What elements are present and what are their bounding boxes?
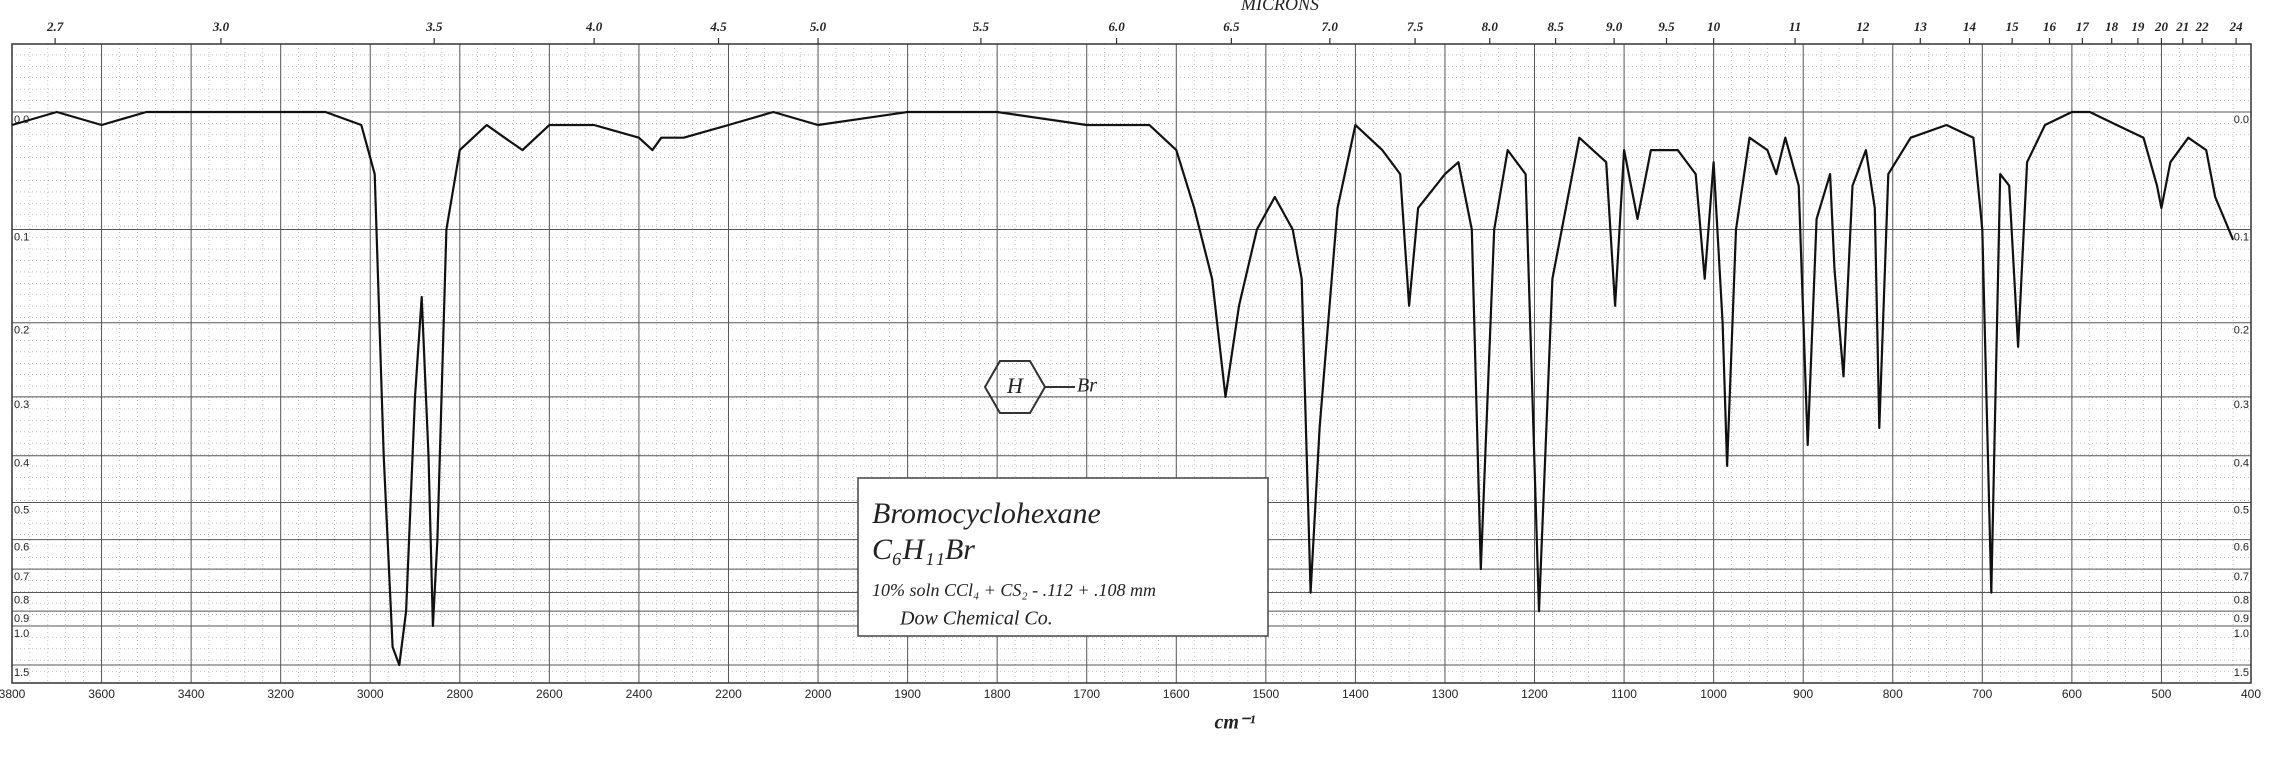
y-tick-label: 0.2 bbox=[14, 325, 29, 337]
structure: H Br bbox=[983, 360, 1097, 414]
x-tick-label: 1700 bbox=[1073, 687, 1100, 701]
x2-tick-label: 14 bbox=[1963, 19, 1977, 34]
y-tick-label: 0.3 bbox=[14, 399, 29, 411]
x-tick-label: 2800 bbox=[446, 687, 473, 701]
y-tick-label: 0.8 bbox=[14, 594, 29, 606]
y-tick-label: 0.1 bbox=[2234, 231, 2249, 243]
x-tick-label: 1400 bbox=[1342, 687, 1369, 701]
x-axis-title: cm⁻¹ bbox=[1215, 712, 1256, 734]
x2-tick-label: 7.0 bbox=[1322, 19, 1339, 34]
x2-tick-label: 4.0 bbox=[585, 19, 603, 34]
x2-tick-label: 3.0 bbox=[212, 19, 230, 34]
y-tick-label: 0.9 bbox=[14, 613, 29, 625]
y-tick-label: 0.7 bbox=[2234, 571, 2249, 583]
x-tick-label: 1500 bbox=[1252, 687, 1279, 701]
x2-tick-label: 8.5 bbox=[1547, 19, 1564, 34]
x-tick-label: 500 bbox=[2151, 687, 2171, 701]
major-grid bbox=[11, 44, 2252, 683]
x-tick-label: 2600 bbox=[536, 687, 563, 701]
x2-tick-label: 7.5 bbox=[1407, 19, 1424, 34]
y-tick-label: 1.5 bbox=[14, 667, 29, 679]
x2-tick-label: 18 bbox=[2105, 19, 2119, 34]
x-tick-label: 1300 bbox=[1432, 687, 1459, 701]
ring-label: H bbox=[1006, 373, 1024, 398]
x2-tick-label: 2.7 bbox=[46, 19, 64, 34]
x-tick-label: 2000 bbox=[805, 687, 832, 701]
x-tick-label: 3400 bbox=[178, 687, 205, 701]
x2-tick-label: 21 bbox=[2175, 19, 2189, 34]
y-tick-label: 0.5 bbox=[14, 504, 29, 516]
x-tick-label: 2400 bbox=[626, 687, 653, 701]
x-tick-label: 800 bbox=[1883, 687, 1903, 701]
plot-frame bbox=[11, 43, 2252, 684]
formula: C₆H₁₁Br bbox=[872, 533, 975, 566]
y-tick-label: 0.5 bbox=[2234, 504, 2249, 516]
x2-tick-label: 5.5 bbox=[973, 19, 990, 34]
y-tick-label: 0.0 bbox=[2234, 114, 2249, 126]
substituent-label: Br bbox=[1077, 375, 1097, 397]
x2-tick-label: 13 bbox=[1914, 19, 1928, 34]
x-tick-label: 2200 bbox=[715, 687, 742, 701]
compound-name: Bromocyclohexane bbox=[872, 497, 1101, 530]
y-tick-label: 1.5 bbox=[2234, 667, 2249, 679]
x-tick-label: 3200 bbox=[267, 687, 294, 701]
x-tick-label: 1200 bbox=[1521, 687, 1548, 701]
x2-axis-title: MICRONS bbox=[1240, 0, 1319, 14]
y-tick-label: 0.4 bbox=[14, 458, 29, 470]
x-tick-label: 1900 bbox=[894, 687, 921, 701]
source-note: Dow Chemical Co. bbox=[899, 608, 1053, 630]
annotation-box: Bromocyclohexane C₆H₁₁Br 10% soln CCl₄ +… bbox=[857, 477, 1269, 637]
y-tick-label: 0.6 bbox=[14, 542, 29, 554]
x-tick-label: 1800 bbox=[984, 687, 1011, 701]
x2-tick-label: 16 bbox=[2043, 19, 2057, 34]
x2-tick-label: 4.5 bbox=[709, 19, 727, 34]
y-tick-label: 0.1 bbox=[14, 231, 29, 243]
x-tick-label: 700 bbox=[1972, 687, 1992, 701]
x2-tick-label: 5.0 bbox=[810, 19, 827, 34]
annotation-frame bbox=[857, 477, 1269, 637]
x2-tick-label: 24 bbox=[2229, 19, 2244, 34]
x-tick-label: 600 bbox=[2062, 687, 2082, 701]
y-tick-label: 1.0 bbox=[14, 628, 29, 640]
x2-tick-label: 11 bbox=[1789, 19, 1801, 34]
sample-note: 10% soln CCl₄ + CS₂ - .112 + .108 mm bbox=[872, 580, 1156, 600]
y-tick-label: 0.6 bbox=[2234, 542, 2249, 554]
x2-tick-label: 10 bbox=[1707, 19, 1721, 34]
x2-tick-label: 20 bbox=[2154, 19, 2169, 34]
spectrum-line bbox=[11, 110, 2235, 667]
x-tick-label: 400 bbox=[2241, 687, 2261, 701]
y-tick-label: 0.8 bbox=[2234, 594, 2249, 606]
x-tick-label: 1100 bbox=[1611, 687, 1637, 701]
x2-tick-label: 17 bbox=[2076, 19, 2090, 34]
x2-tick-label: 9.5 bbox=[1658, 19, 1675, 34]
x2-tick-label: 12 bbox=[1856, 19, 1870, 34]
x2-tick-label: 9.0 bbox=[1606, 19, 1623, 34]
x-tick-label: 3800 bbox=[0, 687, 26, 701]
y-tick-label: 0.7 bbox=[14, 571, 29, 583]
y-tick-label: 0.3 bbox=[2234, 399, 2249, 411]
x-tick-label: 1000 bbox=[1700, 687, 1727, 701]
x-tick-label: 3000 bbox=[357, 687, 384, 701]
x2-tick-label: 8.0 bbox=[1482, 19, 1499, 34]
x2-tick-label: 6.0 bbox=[1108, 19, 1125, 34]
x2-tick-label: 3.5 bbox=[425, 19, 443, 34]
x2-tick-label: 19 bbox=[2131, 19, 2145, 34]
y-tick-label: 1.0 bbox=[2234, 628, 2249, 640]
y-tick-label: 0.9 bbox=[2234, 613, 2249, 625]
x2-tick-label: 15 bbox=[2006, 19, 2020, 34]
x-tick-label: 3600 bbox=[88, 687, 115, 701]
x-tick-label: 900 bbox=[1793, 687, 1813, 701]
x-tick-label: 1600 bbox=[1163, 687, 1190, 701]
x2-tick-label: 6.5 bbox=[1223, 19, 1240, 34]
x2-tick-label: 22 bbox=[2195, 19, 2210, 34]
y-tick-label: 0.4 bbox=[2234, 458, 2249, 470]
y-tick-label: 0.2 bbox=[2234, 325, 2249, 337]
